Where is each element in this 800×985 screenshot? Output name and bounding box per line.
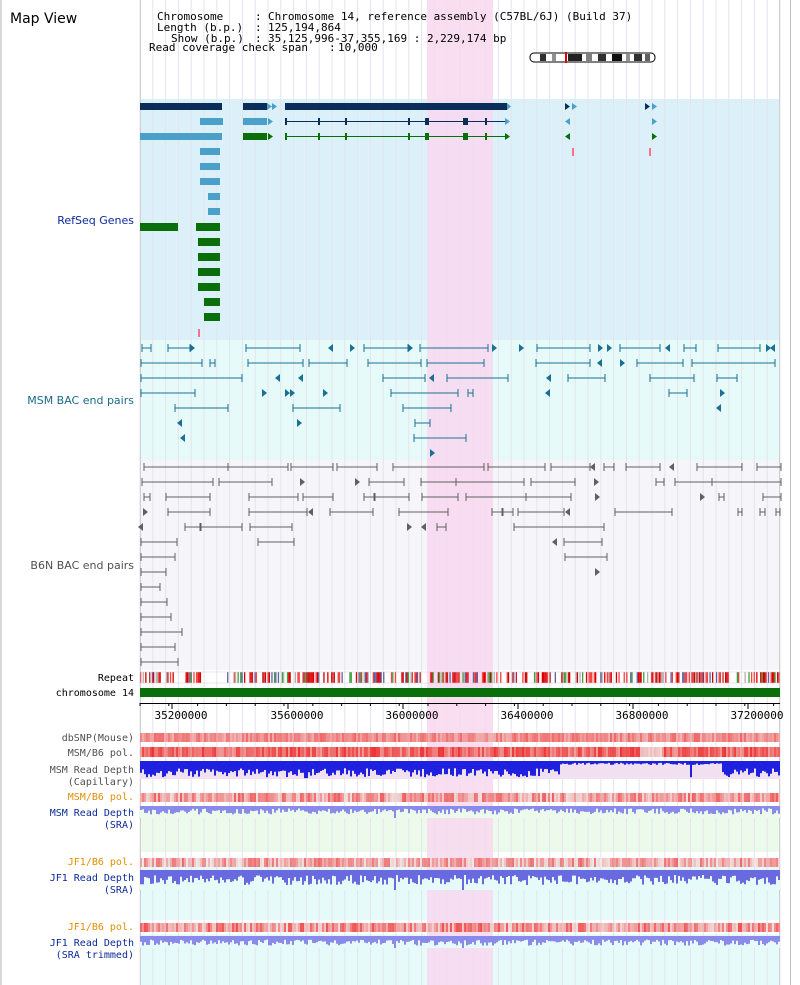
axis-tick-label: 36000000 <box>386 709 439 722</box>
msm-read-depth-sra-label-1[interactable]: MSM Read Depth <box>50 808 134 819</box>
msm-read-depth-capillary-label-1[interactable]: MSM Read Depth <box>50 765 134 776</box>
jf1-read-depth-sra-label-1[interactable]: JF1 Read Depth <box>50 873 134 884</box>
msm-bac-end-pairs-track[interactable] <box>140 344 776 457</box>
msm-bac-label[interactable]: MSM BAC end pairs <box>27 394 134 407</box>
svg-text::: : <box>329 41 336 54</box>
position-axis: 35200000 35600000 36000000 36400000 36800000… <box>139 703 784 722</box>
svg-text::: : <box>255 10 262 23</box>
chromosome-14-label: chromosome 14 <box>56 688 134 699</box>
axis-tick-label: 36400000 <box>501 709 554 722</box>
refseq-genes-label[interactable]: RefSeq Genes <box>57 214 134 227</box>
axis-tick-label: 35200000 <box>155 709 208 722</box>
msm-b6-pol-label-2[interactable]: MSM/B6 pol. <box>68 792 134 803</box>
refseq-genes-track[interactable] <box>140 103 657 337</box>
msm-read-depth-capillary-label-2[interactable]: (Capillary) <box>68 777 134 788</box>
repeat-label: Repeat <box>98 673 134 684</box>
jf1-b6-pol-label-2[interactable]: JF1/B6 pol. <box>68 922 134 933</box>
show-value: 35,125,996-37,355,169 : 2,229,174 bp <box>268 32 506 45</box>
highlight-region <box>427 0 493 985</box>
b6n-bac-end-pairs-track[interactable] <box>138 463 782 666</box>
chromosome-value: Chromosome 14, reference assembly (C57BL… <box>268 10 632 23</box>
axis-tick-label: 35600000 <box>271 709 324 722</box>
jf1-read-depth-sra-label-2[interactable]: (SRA) <box>104 885 134 896</box>
jf1-read-depth-trimmed-label-1[interactable]: JF1 Read Depth <box>50 938 134 949</box>
polymorphism-tracks[interactable] <box>140 733 780 932</box>
svg-text::: : <box>255 21 262 34</box>
chromosome-label: Chromosome <box>157 10 223 23</box>
chromosome-ideogram[interactable] <box>529 52 656 63</box>
chromosome-bar <box>140 688 780 697</box>
svg-text::: : <box>255 32 262 45</box>
length-value: 125,194,864 <box>268 21 341 34</box>
axis-tick-label: 37200000 <box>731 709 784 722</box>
jf1-b6-pol-label-1[interactable]: JF1/B6 pol. <box>68 857 134 868</box>
read-depth-tracks[interactable] <box>140 761 780 948</box>
b6n-bac-label[interactable]: B6N BAC end pairs <box>30 559 134 572</box>
jf1-read-depth-trimmed-label-2[interactable]: (SRA trimmed) <box>56 950 134 961</box>
span-value: 10,000 <box>338 41 378 54</box>
axis-tick-label: 36800000 <box>616 709 669 722</box>
msm-b6-pol-label-1[interactable]: MSM/B6 pol. <box>68 748 134 759</box>
repeat-track[interactable] <box>139 671 781 684</box>
msm-read-depth-sra-label-2[interactable]: (SRA) <box>104 820 134 831</box>
dbsnp-label[interactable]: dbSNP(Mouse) <box>62 733 134 744</box>
length-label: Length (b.p.) <box>157 21 243 34</box>
span-label: Read coverage check span <box>149 41 308 54</box>
show-label: Show (b.p.) <box>171 32 244 45</box>
panel-title: Map View <box>10 11 77 27</box>
